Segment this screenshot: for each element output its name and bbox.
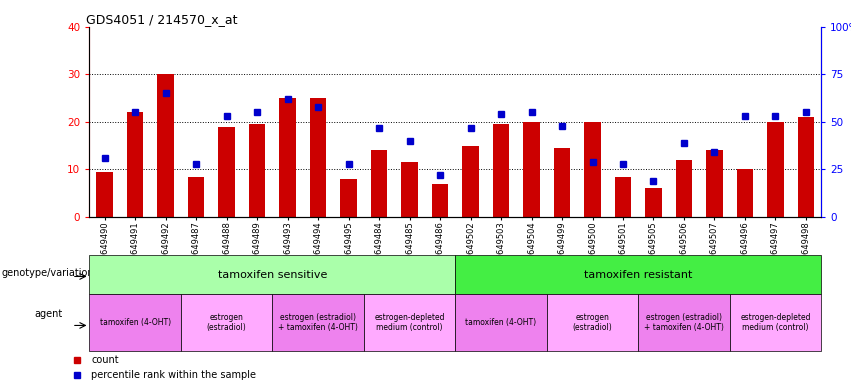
Text: tamoxifen (4-OHT): tamoxifen (4-OHT) bbox=[100, 318, 171, 327]
Text: estrogen-depleted
medium (control): estrogen-depleted medium (control) bbox=[374, 313, 445, 332]
Text: GDS4051 / 214570_x_at: GDS4051 / 214570_x_at bbox=[86, 13, 237, 26]
Bar bbox=[157, 74, 174, 217]
Bar bbox=[584, 122, 601, 217]
Text: percentile rank within the sample: percentile rank within the sample bbox=[91, 370, 256, 380]
Text: estrogen
(estradiol): estrogen (estradiol) bbox=[573, 313, 613, 332]
Bar bbox=[737, 169, 753, 217]
Text: genotype/variation: genotype/variation bbox=[2, 268, 94, 278]
Text: count: count bbox=[91, 356, 119, 366]
Bar bbox=[645, 189, 662, 217]
Bar bbox=[523, 122, 540, 217]
Bar bbox=[96, 172, 113, 217]
Text: agent: agent bbox=[34, 309, 62, 319]
Bar bbox=[188, 177, 204, 217]
Bar bbox=[493, 124, 510, 217]
Bar bbox=[554, 148, 570, 217]
Text: tamoxifen (4-OHT): tamoxifen (4-OHT) bbox=[465, 318, 537, 327]
Bar bbox=[706, 151, 722, 217]
Text: tamoxifen resistant: tamoxifen resistant bbox=[584, 270, 693, 280]
Bar bbox=[614, 177, 631, 217]
Bar bbox=[676, 160, 693, 217]
Text: estrogen
(estradiol): estrogen (estradiol) bbox=[207, 313, 247, 332]
Bar bbox=[248, 124, 266, 217]
Text: estrogen (estradiol)
+ tamoxifen (4-OHT): estrogen (estradiol) + tamoxifen (4-OHT) bbox=[644, 313, 724, 332]
Bar bbox=[340, 179, 357, 217]
Bar bbox=[767, 122, 784, 217]
Bar bbox=[401, 162, 418, 217]
Bar bbox=[218, 127, 235, 217]
Text: estrogen (estradiol)
+ tamoxifen (4-OHT): estrogen (estradiol) + tamoxifen (4-OHT) bbox=[278, 313, 358, 332]
Bar bbox=[797, 117, 814, 217]
Text: estrogen-depleted
medium (control): estrogen-depleted medium (control) bbox=[740, 313, 811, 332]
Bar bbox=[127, 113, 144, 217]
Bar bbox=[462, 146, 479, 217]
Text: tamoxifen sensitive: tamoxifen sensitive bbox=[218, 270, 327, 280]
Bar bbox=[279, 98, 296, 217]
Bar bbox=[310, 98, 327, 217]
Bar bbox=[371, 151, 387, 217]
Bar bbox=[431, 184, 448, 217]
